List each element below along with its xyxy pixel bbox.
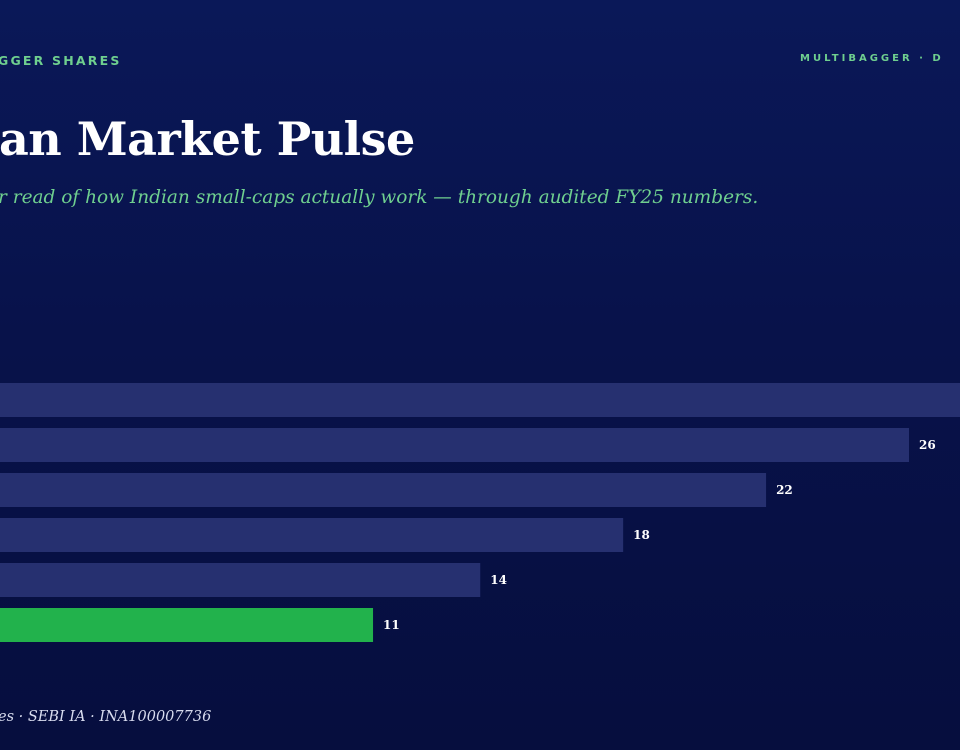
page-title: an Market Pulse — [0, 112, 415, 166]
footer-disclaimer: es · SEBI IA · INA100007736 — [0, 709, 212, 725]
bar-value-label-4: 14 — [490, 573, 507, 587]
bar-value-label-1: 26 — [919, 438, 936, 452]
page-subtitle: r read of how Indian small-caps actually… — [0, 187, 759, 208]
bar-4 — [0, 563, 481, 597]
bar-value-label-3: 18 — [633, 528, 650, 542]
bar-1 — [0, 428, 909, 462]
bar-5 — [0, 608, 374, 642]
brand-left: GGER SHARES — [0, 53, 122, 68]
bar-3 — [0, 518, 624, 552]
bar-0 — [0, 383, 960, 417]
bar-2 — [0, 473, 767, 507]
bar-value-label-5: 11 — [383, 618, 400, 632]
brand-right: MULTIBAGGER · D — [800, 53, 944, 64]
bar-value-label-2: 22 — [776, 483, 793, 497]
